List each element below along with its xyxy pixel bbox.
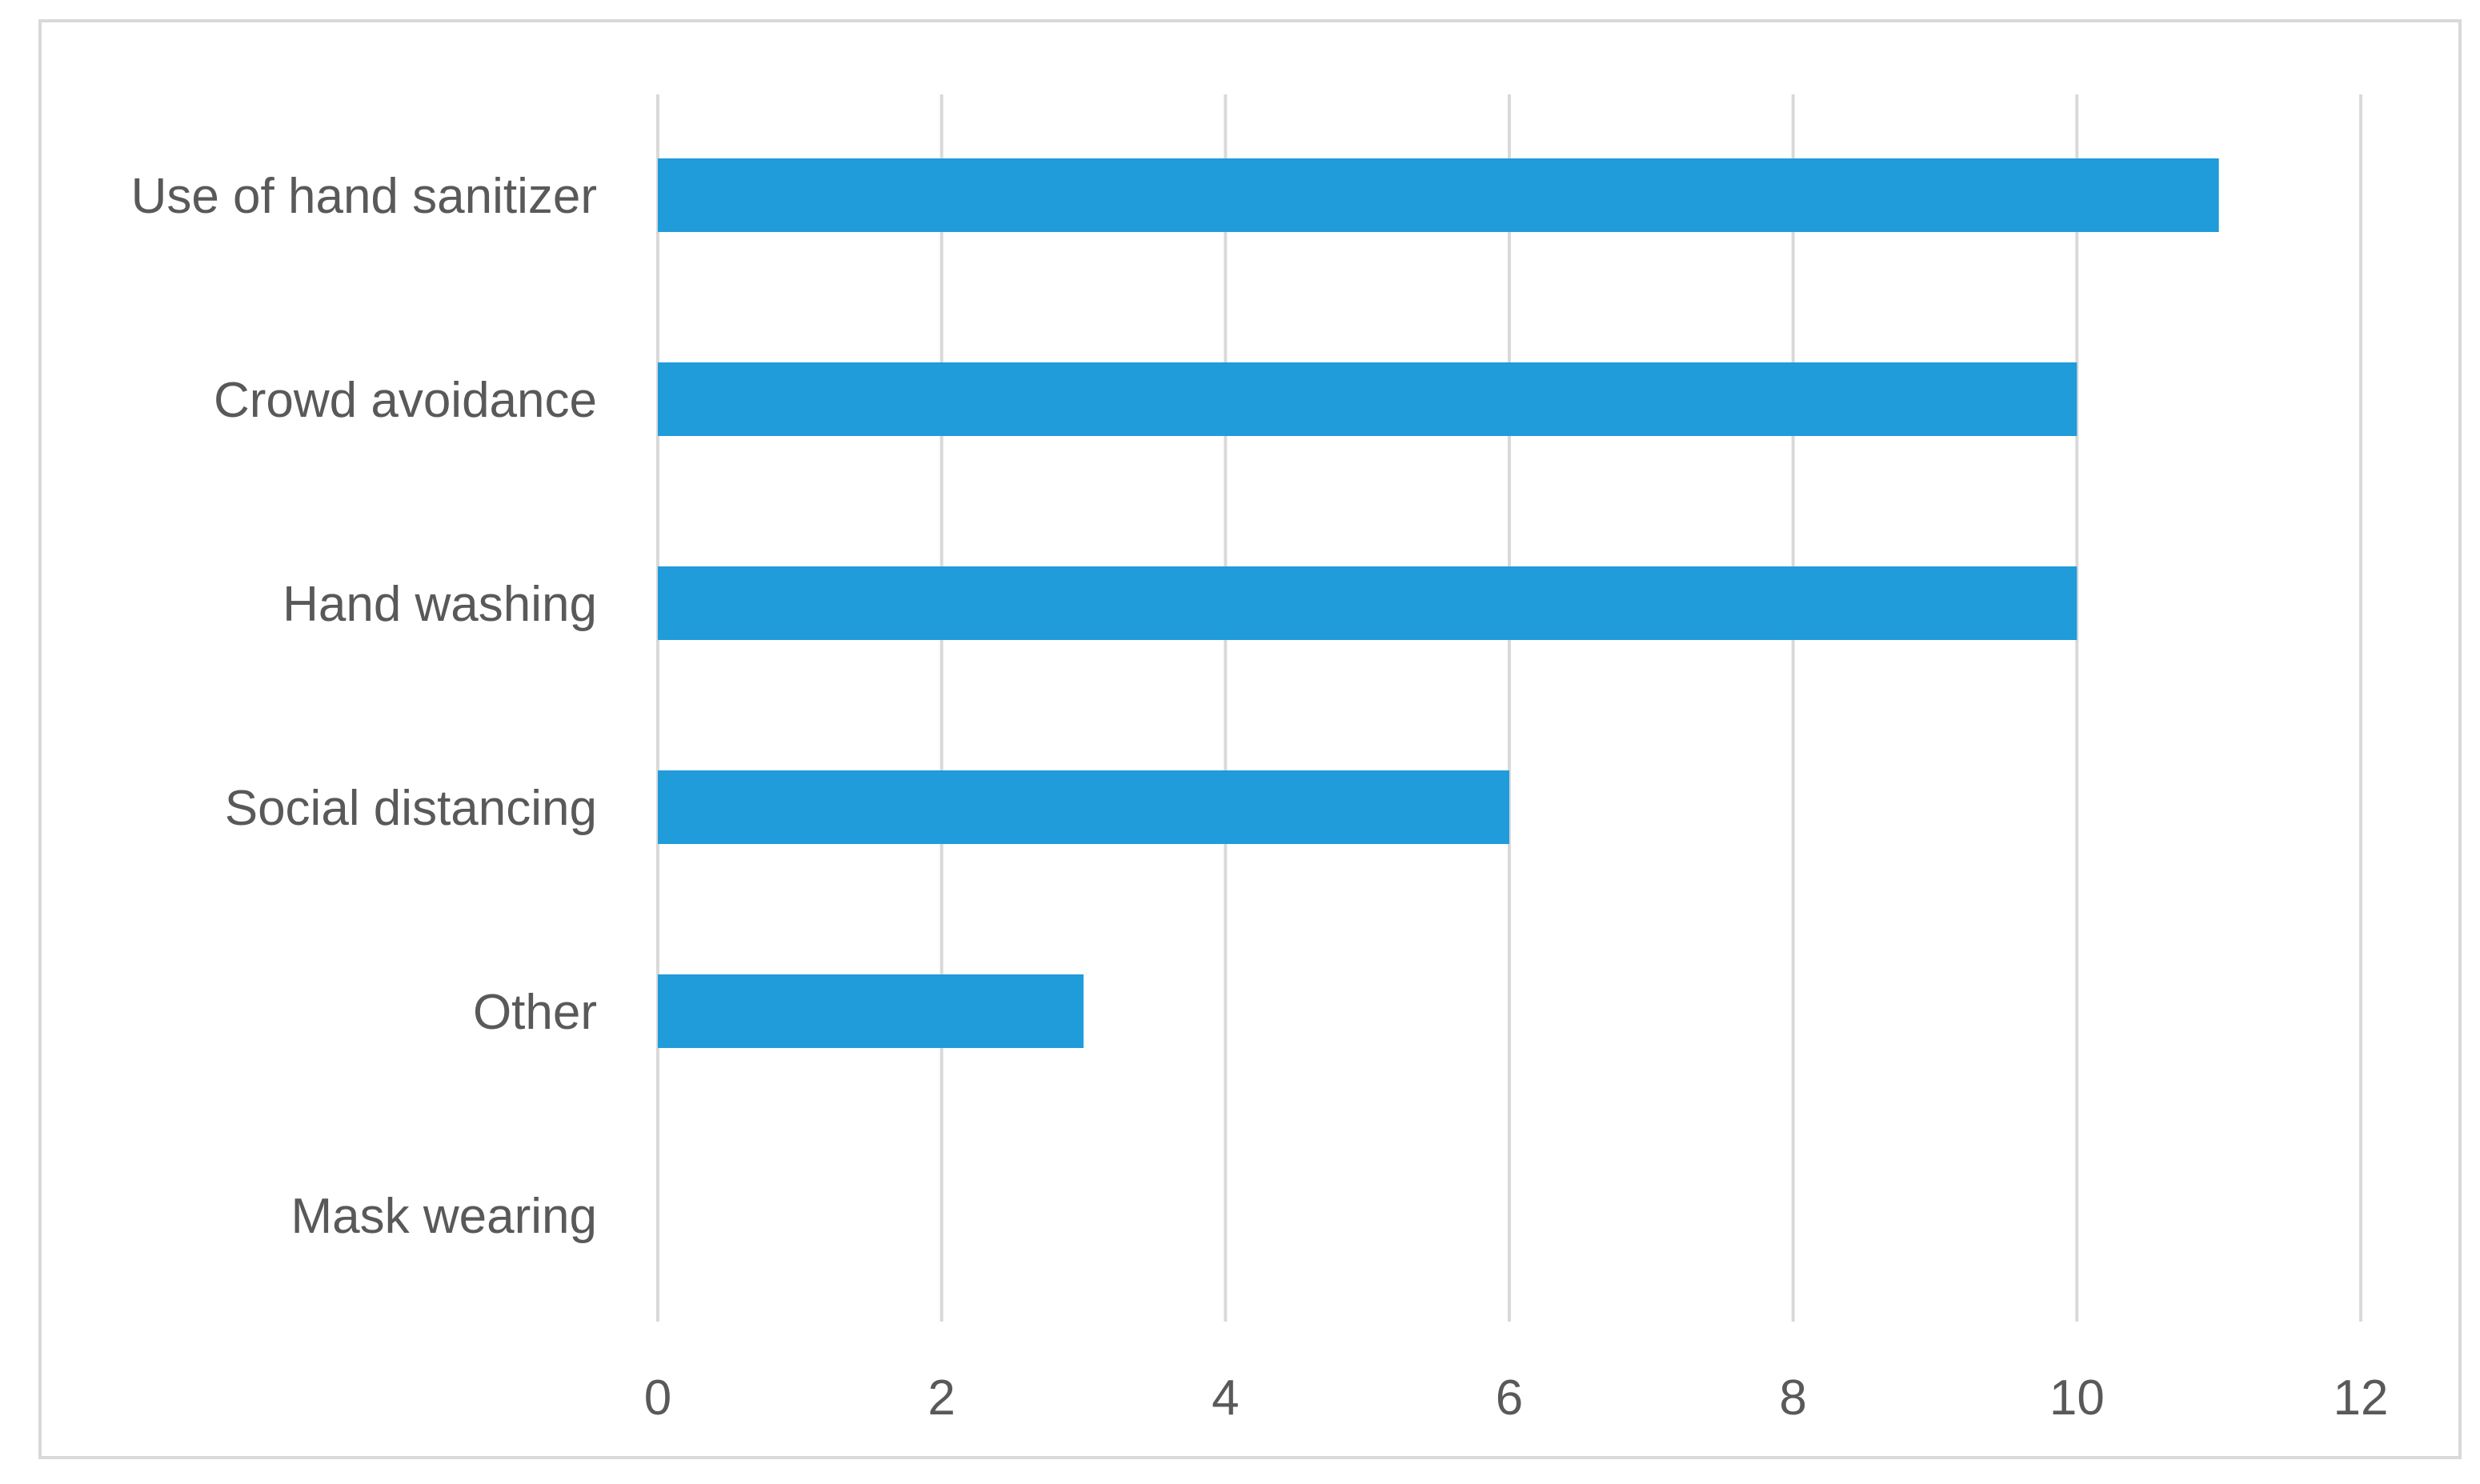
x-tick-label: 8 [1779, 1370, 1806, 1426]
x-tick-label: 2 [927, 1370, 955, 1426]
bar [658, 362, 2077, 436]
x-tick-label: 0 [644, 1370, 671, 1426]
category-label: Other [473, 985, 597, 1040]
x-tick-label: 4 [1212, 1370, 1239, 1426]
bar [658, 566, 2077, 640]
bars [658, 158, 2219, 1048]
category-label: Mask wearing [291, 1189, 597, 1244]
chart-frame [38, 19, 2462, 1459]
x-tick-label: 12 [2334, 1370, 2389, 1426]
x-tick-labels: 0 2 4 6 8 10 12 [644, 1370, 2389, 1426]
x-tick-label: 6 [1496, 1370, 1523, 1426]
category-label: Hand washing [282, 577, 597, 632]
bar [658, 770, 1509, 844]
category-label: Social distancing [225, 781, 597, 836]
category-labels: Use of hand sanitizer Crowd avoidance Hand… [131, 169, 597, 1244]
x-tick-label: 10 [2049, 1370, 2105, 1426]
bar [658, 974, 1084, 1048]
category-label: Crowd avoidance [214, 373, 597, 428]
gridlines [656, 94, 2362, 1322]
bar [658, 158, 2219, 232]
category-label: Use of hand sanitizer [131, 169, 597, 224]
